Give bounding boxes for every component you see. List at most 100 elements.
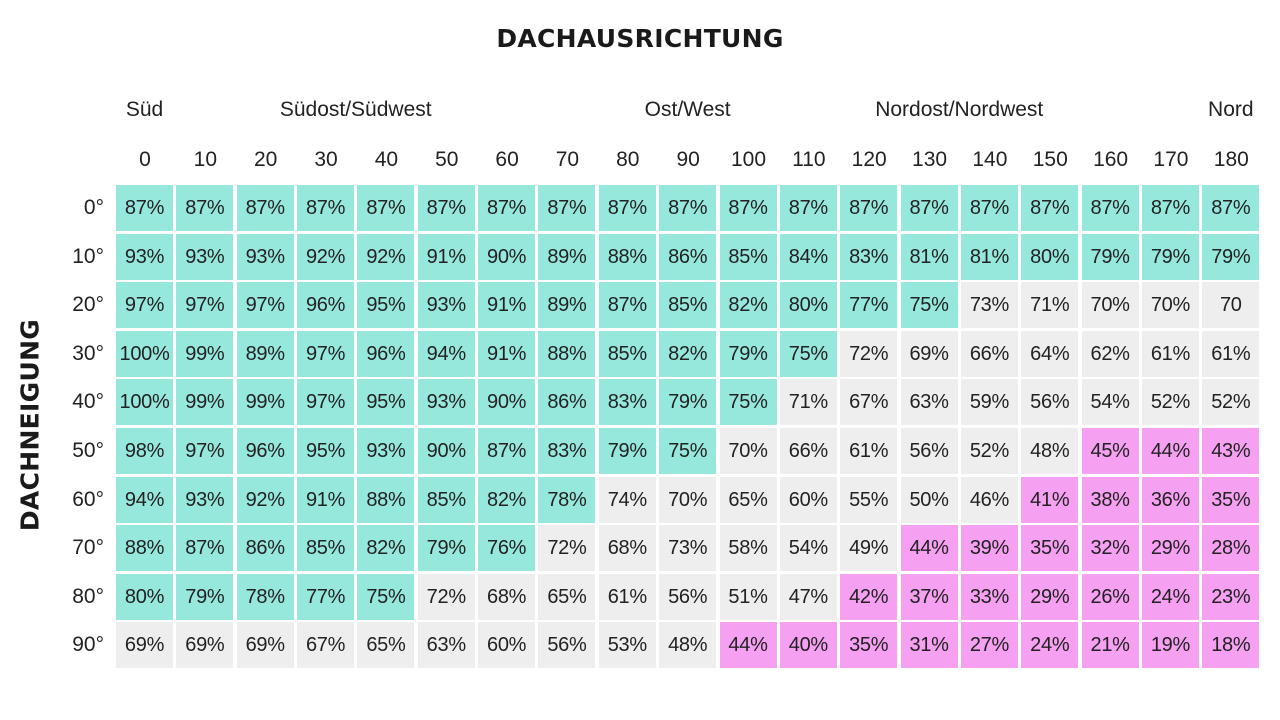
heatmap-cell: 84% bbox=[779, 233, 837, 280]
heatmap-cell: 37% bbox=[900, 573, 958, 620]
heatmap-cell: 91% bbox=[297, 476, 355, 523]
heatmap-cell: 93% bbox=[116, 233, 173, 280]
x-tick-label: 90 bbox=[676, 148, 700, 171]
heatmap-cell: 31% bbox=[900, 622, 958, 669]
heatmap-cell: 64% bbox=[1021, 330, 1079, 377]
heatmap-cell: 35% bbox=[1021, 525, 1079, 572]
heatmap-cell: 91% bbox=[478, 282, 536, 329]
heatmap-cell: 63% bbox=[417, 622, 475, 669]
heatmap-cell: 53% bbox=[598, 622, 656, 669]
heatmap-cell: 68% bbox=[598, 525, 656, 572]
heatmap-cell: 93% bbox=[357, 428, 415, 474]
heatmap-cell: 85% bbox=[297, 525, 355, 572]
heatmap-cell: 83% bbox=[598, 379, 656, 426]
heatmap-cell: 88% bbox=[357, 476, 415, 523]
heatmap-cell: 86% bbox=[538, 379, 596, 426]
heatmap-cell: 90% bbox=[417, 428, 475, 474]
heatmap-cell: 93% bbox=[176, 476, 234, 523]
x-tick-label: 40 bbox=[374, 148, 399, 171]
heatmap-cell: 50% bbox=[900, 476, 958, 523]
heatmap-cell: 81% bbox=[900, 233, 958, 280]
heatmap-cell: 96% bbox=[236, 428, 294, 474]
heatmap-cell: 93% bbox=[417, 379, 475, 426]
heatmap-cell: 86% bbox=[236, 525, 294, 572]
heatmap-cell: 62% bbox=[1081, 330, 1139, 377]
heatmap-cell: 97% bbox=[236, 282, 294, 329]
heatmap-cell: 72% bbox=[538, 525, 596, 572]
heatmap-cell: 70% bbox=[1141, 282, 1199, 329]
heatmap-cell: 40% bbox=[779, 622, 837, 669]
x-tick-label: 160 bbox=[1093, 148, 1129, 171]
heatmap-cell: 97% bbox=[297, 330, 355, 377]
heatmap-cell: 87% bbox=[1202, 185, 1260, 231]
x-group-label: Nord bbox=[1208, 98, 1254, 121]
heatmap-cell: 35% bbox=[1202, 476, 1260, 523]
heatmap-cell: 29% bbox=[1141, 525, 1199, 572]
heatmap-cell: 71% bbox=[779, 379, 837, 426]
heatmap-cell: 56% bbox=[538, 622, 596, 669]
heatmap-cell: 75% bbox=[719, 379, 777, 426]
heatmap-cell: 61% bbox=[1141, 330, 1199, 377]
y-tick-label: 90° bbox=[72, 633, 104, 657]
heatmap-cell: 99% bbox=[176, 330, 234, 377]
heatmap-cell: 42% bbox=[840, 573, 898, 620]
heatmap-cell: 87% bbox=[1141, 185, 1199, 231]
heatmap-cell: 59% bbox=[960, 379, 1018, 426]
heatmap-cell: 54% bbox=[779, 525, 837, 572]
x-tick-label: 130 bbox=[912, 148, 948, 171]
x-tick-label: 180 bbox=[1213, 148, 1249, 171]
heatmap-cell: 83% bbox=[538, 428, 596, 474]
heatmap-cell: 41% bbox=[1021, 476, 1079, 523]
heatmap-cell: 54% bbox=[1081, 379, 1139, 426]
heatmap-cell: 94% bbox=[116, 476, 173, 523]
x-tick-label: 100 bbox=[730, 148, 767, 171]
heatmap-cell: 29% bbox=[1021, 573, 1079, 620]
heatmap-cell: 23% bbox=[1202, 573, 1260, 620]
heatmap-cell: 87% bbox=[1021, 185, 1079, 231]
x-group-label: Süd bbox=[125, 98, 164, 121]
heatmap-cell: 27% bbox=[960, 622, 1018, 669]
heatmap-cell: 87% bbox=[478, 185, 536, 231]
heatmap-cell: 72% bbox=[840, 330, 898, 377]
y-tick-label: 0° bbox=[83, 196, 104, 219]
heatmap-cell: 95% bbox=[357, 282, 415, 329]
heatmap-cell: 85% bbox=[417, 476, 475, 523]
heatmap-cell: 39% bbox=[960, 525, 1018, 572]
heatmap-cell: 97% bbox=[176, 282, 234, 329]
heatmap-cell: 88% bbox=[598, 233, 656, 280]
y-tick-label: 10° bbox=[72, 244, 104, 268]
heatmap-cell: 87% bbox=[840, 185, 898, 231]
heatmap-cell: 61% bbox=[598, 573, 656, 620]
heatmap-cell: 43% bbox=[1202, 428, 1260, 474]
heatmap-cell: 58% bbox=[719, 525, 777, 572]
y-tick-label: 30° bbox=[72, 341, 104, 365]
heatmap-cell: 85% bbox=[719, 233, 777, 280]
x-tick-label: 20 bbox=[254, 148, 278, 171]
y-tick-label: 70° bbox=[72, 536, 104, 560]
heatmap-cell: 44% bbox=[719, 622, 777, 669]
heatmap-cell: 77% bbox=[297, 573, 355, 620]
heatmap-cell: 93% bbox=[417, 282, 475, 329]
heatmap-cell: 87% bbox=[357, 185, 415, 231]
heatmap-cell: 89% bbox=[538, 233, 596, 280]
heatmap-cell: 92% bbox=[357, 233, 415, 280]
heatmap-cell: 55% bbox=[840, 476, 898, 523]
heatmap-cell: 93% bbox=[176, 233, 234, 280]
heatmap-cell: 32% bbox=[1081, 525, 1139, 572]
heatmap-cell: 90% bbox=[478, 233, 536, 280]
heatmap-cell: 87% bbox=[900, 185, 958, 231]
heatmap-cell: 87% bbox=[176, 185, 234, 231]
heatmap-cell: 79% bbox=[1141, 233, 1199, 280]
heatmap-cell: 67% bbox=[840, 379, 898, 426]
heatmap-cell: 21% bbox=[1081, 622, 1139, 669]
heatmap-cell: 96% bbox=[297, 282, 355, 329]
heatmap-cell: 69% bbox=[900, 330, 958, 377]
heatmap-cell: 48% bbox=[1021, 428, 1079, 474]
heatmap-cell: 70% bbox=[719, 428, 777, 474]
heatmap-cell: 100% bbox=[116, 330, 173, 377]
x-tick-label: 50 bbox=[435, 148, 459, 171]
heatmap-cell: 51% bbox=[719, 573, 777, 620]
x-tick-label: 110 bbox=[792, 148, 826, 171]
x-group-label: Südost/Südwest bbox=[279, 98, 432, 121]
heatmap-cell: 79% bbox=[1081, 233, 1139, 280]
